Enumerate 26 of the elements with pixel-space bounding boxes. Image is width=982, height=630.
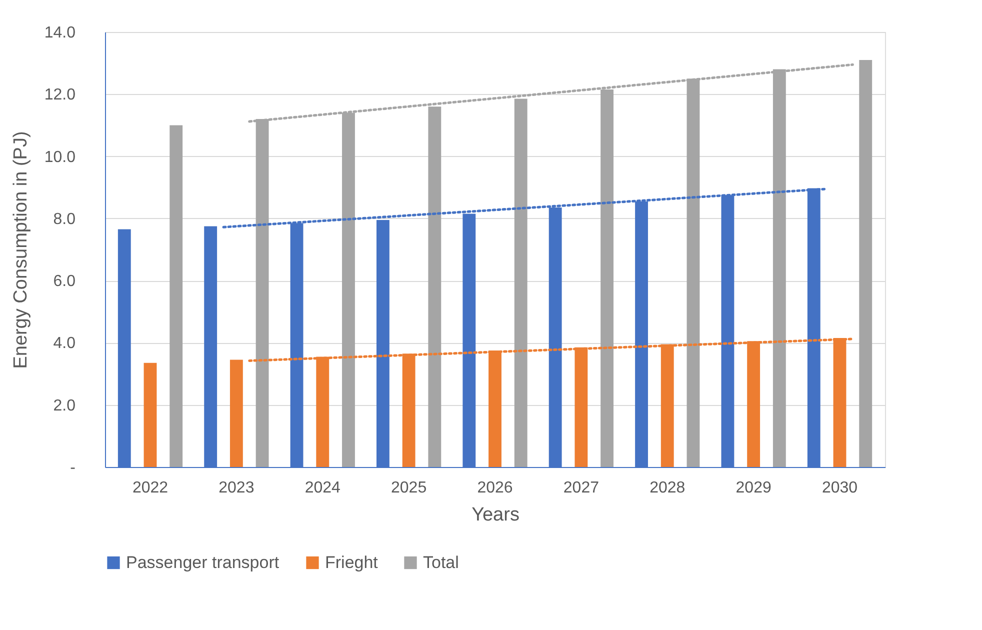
y-tick-label: 4.0	[53, 335, 76, 352]
bar	[144, 362, 157, 467]
x-tick-label: 2023	[218, 480, 254, 496]
y-tick-label: 8.0	[53, 210, 76, 228]
y-tick-label: 2.0	[53, 397, 76, 414]
x-axis-title: Years	[472, 504, 520, 526]
x-tick-label: 2029	[736, 480, 772, 496]
legend-label: Total	[423, 552, 459, 572]
x-tick-label: 2025	[391, 480, 427, 496]
x-tick-label: 2022	[132, 480, 168, 496]
y-tick-label: 14.0	[44, 24, 76, 42]
x-tick-label: 2028	[650, 480, 686, 496]
y-tick-label: 10.0	[44, 148, 76, 166]
y-tick-label: 6.0	[53, 273, 76, 290]
y-tick-label: 12.0	[44, 86, 76, 104]
legend-label: Passenger transport	[126, 552, 280, 572]
bar	[859, 60, 872, 467]
bar	[230, 360, 243, 467]
bar	[170, 125, 183, 467]
y-tick-label: -	[70, 460, 76, 476]
x-tick-label: 2030	[822, 480, 858, 496]
legend-label: Frieght	[325, 552, 378, 572]
x-tick-label: 2026	[477, 480, 513, 496]
x-tick-label: 2024	[304, 480, 341, 496]
y-axis-title: Energy Consumption in (PJ)	[10, 131, 32, 369]
x-tick-label: 2027	[563, 480, 600, 496]
